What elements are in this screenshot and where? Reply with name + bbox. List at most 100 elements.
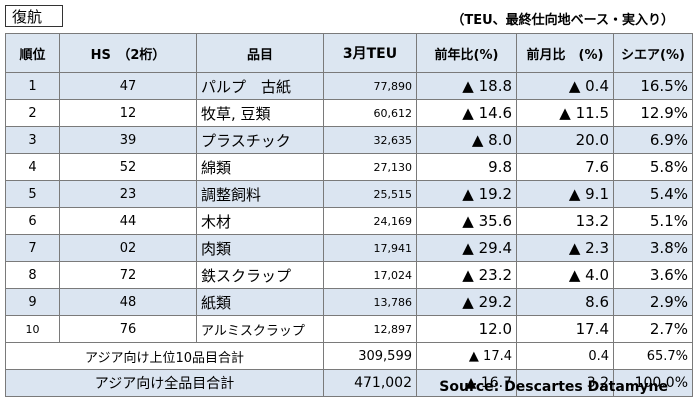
cell-mom: ▲ 11.5 bbox=[516, 99, 614, 127]
total-teu: 471,002 bbox=[323, 369, 417, 397]
table-row: 1 47 パルプ 古紙 77,890 ▲ 18.8 ▲ 0.4 16.5% bbox=[5, 72, 693, 100]
subtotal-label: アジア向け上位10品目合計 bbox=[5, 342, 324, 370]
cell-yoy: ▲ 35.6 bbox=[416, 207, 517, 235]
cell-share: 5.8% bbox=[613, 153, 693, 181]
subtotal-yoy: ▲ 17.4 bbox=[416, 342, 517, 370]
cell-yoy: ▲ 14.6 bbox=[416, 99, 517, 127]
cell-item: パルプ 古紙 bbox=[196, 72, 324, 100]
cell-share: 6.9% bbox=[613, 126, 693, 154]
table-row: 9 48 紙類 13,786 ▲ 29.2 8.6 2.9% bbox=[5, 288, 693, 316]
cell-mom: ▲ 0.4 bbox=[516, 72, 614, 100]
cell-share: 12.9% bbox=[613, 99, 693, 127]
cell-share: 3.8% bbox=[613, 234, 693, 262]
header-rank: 順位 bbox=[5, 33, 60, 73]
cell-teu: 60,612 bbox=[323, 99, 417, 127]
cell-share: 3.6% bbox=[613, 261, 693, 289]
total-yoy: ▲ 16.7 bbox=[416, 369, 517, 397]
cell-teu: 27,130 bbox=[323, 153, 417, 181]
corner-label: 復航 bbox=[5, 5, 63, 27]
cell-teu: 13,786 bbox=[323, 288, 417, 316]
cell-yoy: ▲ 8.0 bbox=[416, 126, 517, 154]
cell-item: 鉄スクラップ bbox=[196, 261, 324, 289]
cell-rank: 8 bbox=[5, 261, 60, 289]
cell-teu: 77,890 bbox=[323, 72, 417, 100]
header-mom: 前月比 (%) bbox=[516, 33, 614, 73]
header-row: 順位 HS （2桁） 品目 3月TEU 前年比(%) 前月比 (%) シエア(%… bbox=[5, 33, 693, 73]
cell-share: 5.4% bbox=[613, 180, 693, 208]
cell-hs: 48 bbox=[59, 288, 197, 316]
total-row: アジア向け全品目合計 471,002 ▲ 16.7 3.2 100.0% bbox=[5, 369, 693, 397]
header-teu: 3月TEU bbox=[323, 33, 417, 73]
subtotal-teu: 309,599 bbox=[323, 342, 417, 370]
cell-mom: 20.0 bbox=[516, 126, 614, 154]
header-item: 品目 bbox=[196, 33, 324, 73]
cell-rank: 2 bbox=[5, 99, 60, 127]
cell-item: アルミスクラップ bbox=[196, 315, 324, 343]
cell-yoy: 12.0 bbox=[416, 315, 517, 343]
cell-item: 綿類 bbox=[196, 153, 324, 181]
cell-hs: 23 bbox=[59, 180, 197, 208]
cell-item: 肉類 bbox=[196, 234, 324, 262]
cell-rank: 10 bbox=[5, 315, 60, 343]
cell-item: 木材 bbox=[196, 207, 324, 235]
total-share: 100.0% bbox=[613, 369, 693, 397]
total-label: アジア向け全品目合計 bbox=[5, 369, 324, 397]
cell-teu: 17,024 bbox=[323, 261, 417, 289]
table-row: 2 12 牧草, 豆類 60,612 ▲ 14.6 ▲ 11.5 12.9% bbox=[5, 99, 693, 127]
cell-mom: 13.2 bbox=[516, 207, 614, 235]
cell-hs: 12 bbox=[59, 99, 197, 127]
cell-hs: 02 bbox=[59, 234, 197, 262]
table-row: 4 52 綿類 27,130 9.8 7.6 5.8% bbox=[5, 153, 693, 181]
cell-hs: 52 bbox=[59, 153, 197, 181]
subtotal-share: 65.7% bbox=[613, 342, 693, 370]
cell-share: 2.7% bbox=[613, 315, 693, 343]
cell-rank: 4 bbox=[5, 153, 60, 181]
cell-mom: ▲ 9.1 bbox=[516, 180, 614, 208]
unit-note: （TEU、最終仕向地ベース・実入り） bbox=[451, 13, 674, 28]
cell-hs: 76 bbox=[59, 315, 197, 343]
cell-yoy: ▲ 29.2 bbox=[416, 288, 517, 316]
cell-hs: 47 bbox=[59, 72, 197, 100]
cell-share: 5.1% bbox=[613, 207, 693, 235]
cell-yoy: ▲ 19.2 bbox=[416, 180, 517, 208]
header-share: シエア(%) bbox=[613, 33, 693, 73]
cell-rank: 7 bbox=[5, 234, 60, 262]
total-mom: 3.2 bbox=[516, 369, 614, 397]
cell-item: 紙類 bbox=[196, 288, 324, 316]
commodity-table: 順位 HS （2桁） 品目 3月TEU 前年比(%) 前月比 (%) シエア(%… bbox=[5, 33, 693, 397]
cell-mom: 7.6 bbox=[516, 153, 614, 181]
cell-rank: 6 bbox=[5, 207, 60, 235]
cell-item: プラスチック bbox=[196, 126, 324, 154]
cell-share: 16.5% bbox=[613, 72, 693, 100]
cell-hs: 39 bbox=[59, 126, 197, 154]
cell-rank: 5 bbox=[5, 180, 60, 208]
subtotal-mom: 0.4 bbox=[516, 342, 614, 370]
cell-rank: 1 bbox=[5, 72, 60, 100]
table-row: 10 76 アルミスクラップ 12,897 12.0 17.4 2.7% bbox=[5, 315, 693, 343]
cell-rank: 3 bbox=[5, 126, 60, 154]
header-hs: HS （2桁） bbox=[59, 33, 197, 73]
cell-item: 牧草, 豆類 bbox=[196, 99, 324, 127]
cell-mom: 8.6 bbox=[516, 288, 614, 316]
cell-mom: ▲ 2.3 bbox=[516, 234, 614, 262]
table-row: 7 02 肉類 17,941 ▲ 29.4 ▲ 2.3 3.8% bbox=[5, 234, 693, 262]
cell-yoy: 9.8 bbox=[416, 153, 517, 181]
cell-teu: 12,897 bbox=[323, 315, 417, 343]
table-row: 8 72 鉄スクラップ 17,024 ▲ 23.2 ▲ 4.0 3.6% bbox=[5, 261, 693, 289]
cell-hs: 44 bbox=[59, 207, 197, 235]
cell-item: 調整飼料 bbox=[196, 180, 324, 208]
cell-mom: ▲ 4.0 bbox=[516, 261, 614, 289]
cell-rank: 9 bbox=[5, 288, 60, 316]
source-credit: Source: Descartes Datamyne bbox=[439, 379, 668, 395]
cell-yoy: ▲ 18.8 bbox=[416, 72, 517, 100]
cell-teu: 24,169 bbox=[323, 207, 417, 235]
table-row: 5 23 調整飼料 25,515 ▲ 19.2 ▲ 9.1 5.4% bbox=[5, 180, 693, 208]
table-row: 3 39 プラスチック 32,635 ▲ 8.0 20.0 6.9% bbox=[5, 126, 693, 154]
cell-teu: 17,941 bbox=[323, 234, 417, 262]
cell-teu: 25,515 bbox=[323, 180, 417, 208]
cell-mom: 17.4 bbox=[516, 315, 614, 343]
subtotal-row: アジア向け上位10品目合計 309,599 ▲ 17.4 0.4 65.7% bbox=[5, 342, 693, 370]
cell-hs: 72 bbox=[59, 261, 197, 289]
cell-share: 2.9% bbox=[613, 288, 693, 316]
table-row: 6 44 木材 24,169 ▲ 35.6 13.2 5.1% bbox=[5, 207, 693, 235]
